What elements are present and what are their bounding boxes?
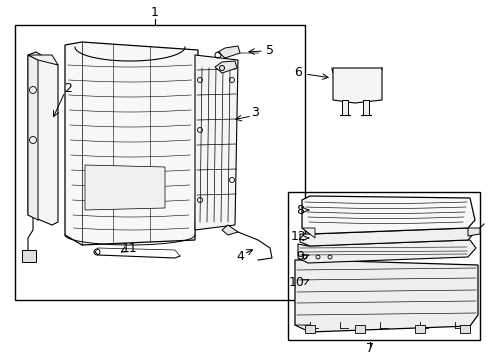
Text: 12: 12 <box>290 230 306 243</box>
Polygon shape <box>467 228 479 236</box>
Text: 8: 8 <box>295 203 304 216</box>
Polygon shape <box>28 52 58 225</box>
Bar <box>287 192 479 340</box>
Text: 4: 4 <box>236 249 244 262</box>
Text: 9: 9 <box>295 251 304 264</box>
Text: 5: 5 <box>265 44 273 57</box>
Polygon shape <box>222 225 238 235</box>
Polygon shape <box>297 240 475 263</box>
Polygon shape <box>28 55 58 65</box>
Polygon shape <box>28 55 38 220</box>
Text: 10: 10 <box>288 275 305 288</box>
Text: 3: 3 <box>250 105 259 118</box>
Polygon shape <box>299 228 474 246</box>
Polygon shape <box>362 100 368 115</box>
Text: 2: 2 <box>64 81 72 95</box>
Polygon shape <box>302 228 314 238</box>
Polygon shape <box>85 165 164 210</box>
Polygon shape <box>414 325 424 333</box>
Text: 7: 7 <box>365 342 373 355</box>
Polygon shape <box>302 196 474 234</box>
Polygon shape <box>305 325 314 333</box>
Polygon shape <box>215 61 237 73</box>
Polygon shape <box>195 55 238 230</box>
Polygon shape <box>354 325 364 333</box>
Text: 11: 11 <box>122 242 138 255</box>
Text: 1: 1 <box>151 5 159 18</box>
Polygon shape <box>294 325 309 332</box>
Polygon shape <box>218 46 240 58</box>
Polygon shape <box>294 260 477 332</box>
Polygon shape <box>459 325 469 333</box>
Polygon shape <box>22 250 36 262</box>
Polygon shape <box>332 68 381 103</box>
Polygon shape <box>65 42 198 245</box>
Polygon shape <box>341 100 347 115</box>
Text: 6: 6 <box>293 66 301 78</box>
Bar <box>15 25 305 300</box>
